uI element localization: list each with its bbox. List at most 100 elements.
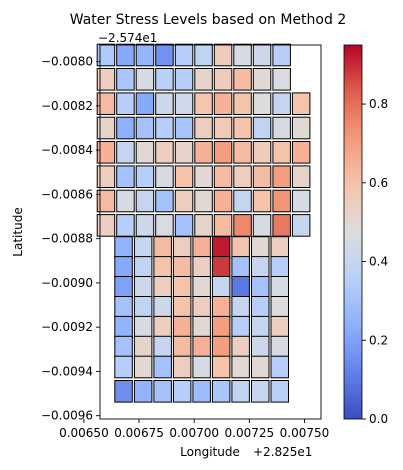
cell <box>134 336 152 358</box>
cell <box>117 166 135 188</box>
cell <box>232 277 250 299</box>
colorbar-tick-label: 0.0 <box>369 412 388 426</box>
cell <box>175 166 193 188</box>
cell <box>273 93 291 115</box>
cell <box>115 277 133 299</box>
cell <box>253 190 270 212</box>
cell <box>292 93 310 115</box>
cell <box>154 356 172 378</box>
cell <box>252 356 270 378</box>
cell <box>136 166 154 188</box>
cell <box>173 237 191 259</box>
cell <box>173 356 191 378</box>
colorbar-tick-label: 0.6 <box>369 176 388 190</box>
cell <box>154 336 172 358</box>
cell <box>253 69 270 91</box>
cell <box>134 356 152 378</box>
cell <box>273 117 291 139</box>
cell <box>156 215 174 237</box>
y-tick-label: −0.0080 <box>41 55 93 69</box>
cell <box>175 215 193 237</box>
cell <box>156 44 174 66</box>
cell <box>195 190 213 212</box>
cell <box>156 93 174 115</box>
x-axis-label: Longitude <box>180 445 240 459</box>
cell <box>232 237 250 259</box>
cell <box>252 237 270 259</box>
cell <box>175 93 193 115</box>
cell <box>234 215 252 237</box>
cell <box>193 336 211 358</box>
cell <box>134 257 152 279</box>
colorbar-tick-label: 0.8 <box>369 97 388 111</box>
cell <box>232 356 250 378</box>
cell <box>195 166 213 188</box>
y-axis: −0.0080 −0.0082 −0.0084 −0.0086 −0.0088 −0.00… <box>41 55 100 423</box>
cell <box>156 69 174 91</box>
cell <box>193 316 211 338</box>
cell <box>212 257 230 279</box>
cell <box>214 190 232 212</box>
cell <box>134 297 152 319</box>
y-offset-label: −2.574e1 <box>98 31 157 45</box>
cell <box>193 237 211 259</box>
cell <box>292 215 310 237</box>
y-tick-label: −0.0084 <box>41 143 93 157</box>
cell <box>136 215 154 237</box>
x-tick-label: 0.00725 <box>225 426 275 440</box>
x-tick-label: 0.00650 <box>59 426 109 440</box>
cell <box>156 142 174 164</box>
cell <box>292 117 310 139</box>
cell <box>136 44 154 66</box>
cell <box>115 356 133 378</box>
cell <box>195 44 213 66</box>
cell <box>154 257 172 279</box>
cell <box>271 381 289 403</box>
cell <box>115 237 133 259</box>
cell <box>232 316 250 338</box>
cell <box>154 297 172 319</box>
y-tick-label: −0.0092 <box>41 320 93 334</box>
cell <box>115 336 133 358</box>
cell <box>154 316 172 338</box>
cell <box>193 297 211 319</box>
x-tick-label: 0.00675 <box>114 426 164 440</box>
cell <box>173 336 191 358</box>
cell <box>214 142 232 164</box>
cell <box>273 190 291 212</box>
cell <box>234 117 252 139</box>
cell <box>136 93 154 115</box>
chart-title: Water Stress Levels based on Method 2 <box>70 12 346 28</box>
cell <box>134 316 152 338</box>
cell <box>193 257 211 279</box>
cell <box>115 316 133 338</box>
cell <box>271 277 289 299</box>
cell <box>252 316 270 338</box>
cell <box>175 117 193 139</box>
cell <box>252 336 270 358</box>
cell <box>252 297 270 319</box>
cell <box>271 336 289 358</box>
cell <box>195 69 213 91</box>
cell <box>273 69 291 91</box>
cell <box>136 142 154 164</box>
cell <box>115 257 133 279</box>
cell <box>134 381 152 403</box>
cell <box>154 237 172 259</box>
cell <box>136 190 154 212</box>
cell <box>253 44 270 66</box>
cell <box>214 215 232 237</box>
cell <box>214 44 232 66</box>
cell <box>271 356 289 378</box>
cell <box>273 166 291 188</box>
cell <box>156 117 174 139</box>
cell <box>271 316 289 338</box>
cell <box>232 297 250 319</box>
y-tick-label: −0.0088 <box>41 232 93 246</box>
cell <box>273 44 291 66</box>
cell <box>154 277 172 299</box>
cell <box>214 69 232 91</box>
cell <box>173 297 191 319</box>
cell <box>117 69 135 91</box>
cell <box>253 93 270 115</box>
